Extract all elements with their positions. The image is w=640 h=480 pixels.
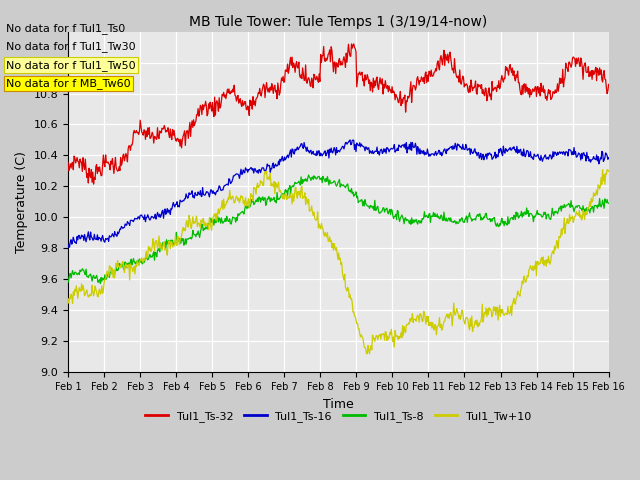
Text: No data for f Tul1_Ts0: No data for f Tul1_Ts0 — [6, 23, 125, 34]
Text: No data for f Tul1_Tw30: No data for f Tul1_Tw30 — [6, 41, 136, 52]
Text: No data for f MB_Tw60: No data for f MB_Tw60 — [6, 78, 131, 89]
Text: No data for f Tul1_Tw50: No data for f Tul1_Tw50 — [6, 60, 136, 71]
Title: MB Tule Tower: Tule Temps 1 (3/19/14-now): MB Tule Tower: Tule Temps 1 (3/19/14-now… — [189, 15, 488, 29]
Y-axis label: Temperature (C): Temperature (C) — [15, 151, 28, 253]
X-axis label: Time: Time — [323, 397, 354, 410]
Legend: Tul1_Ts-32, Tul1_Ts-16, Tul1_Ts-8, Tul1_Tw+10: Tul1_Ts-32, Tul1_Ts-16, Tul1_Ts-8, Tul1_… — [141, 407, 536, 426]
